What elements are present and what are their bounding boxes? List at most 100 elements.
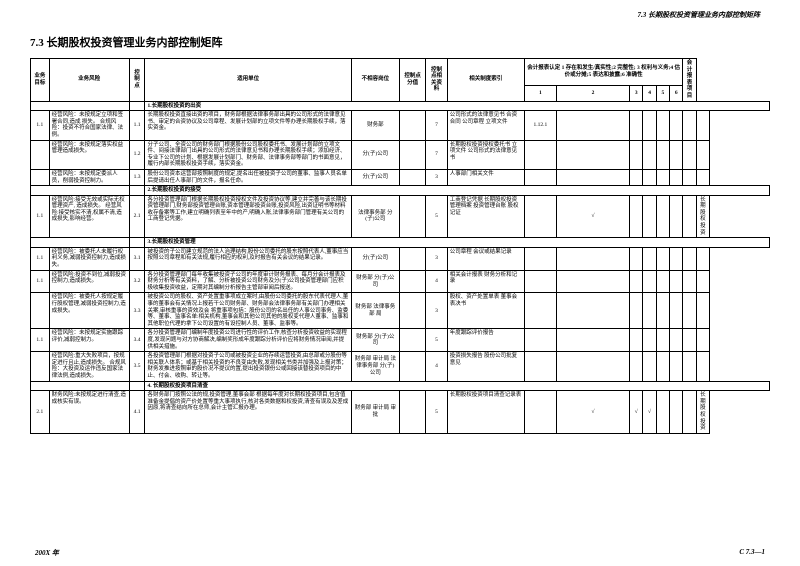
cell: [524, 352, 556, 381]
cell: [524, 247, 556, 270]
cell: [656, 169, 669, 185]
cell: 1.12.1: [524, 111, 556, 140]
col-a6: 6: [670, 85, 683, 101]
cell: 3: [426, 247, 447, 270]
cell: [683, 140, 696, 169]
cell: [630, 140, 643, 169]
cell: [696, 329, 709, 352]
cell: [556, 352, 629, 381]
cell: 经营风险：被委托人未履行权利义务,减弱投资控制力,造成损失。: [49, 247, 129, 270]
cell: 人事部门相关文件: [447, 169, 524, 185]
cell: 经营风险：未按规定委派人员，削弱投资控制力。: [49, 169, 129, 185]
cell: [656, 293, 669, 329]
cell: [683, 111, 696, 140]
cell: 各分投资管理部门根据长期股权投资授权文件及投资协议等,建立并完善与该长期投资管理…: [145, 195, 351, 238]
cell: 4: [426, 352, 447, 381]
cell: [630, 111, 643, 140]
footer-left: 200X 年: [35, 548, 59, 558]
cell: [656, 195, 669, 238]
cell: [696, 140, 709, 169]
table-body: 1.长期股权投资的出资1.1经营风险：未按规定立项和签署合同,造成 损失。 合规…: [31, 101, 770, 433]
col-a1: 1: [524, 85, 556, 101]
cell: [643, 247, 656, 270]
cell: [556, 111, 629, 140]
cell: [630, 195, 643, 238]
cell: 经营风险:重大失败项目，按规定进行且止,造成损失。 合规风险：大投资及运作违反国…: [49, 352, 129, 381]
cell: 股权、资产处置单表 董事会表决书: [447, 293, 524, 329]
cell: [683, 352, 696, 381]
col-a3: 3: [630, 85, 643, 101]
col-a5: 5: [656, 85, 669, 101]
cell: 7: [426, 111, 447, 140]
cell: [643, 195, 656, 238]
cell: [630, 169, 643, 185]
cell: [31, 186, 130, 196]
cell: [656, 111, 669, 140]
col-biz-risk: 业务风险: [49, 59, 129, 102]
col-score: 控制点分值: [399, 59, 426, 102]
cell: 经营风险:投资不到位,减弱投资控制力,造成损失。: [49, 270, 129, 293]
table-header: 业务目标业务风险 控制点 适用单位 不相容岗位 控制点分值 控制点相关资料 相关…: [31, 59, 770, 102]
cell: [31, 140, 50, 169]
cell: [670, 270, 683, 293]
cell: [556, 247, 629, 270]
cell: [643, 293, 656, 329]
cell: [683, 270, 696, 293]
cell: 财务部 分(子)公司: [351, 329, 399, 352]
page-header-right: 7.3 长期股权投资管理业务内部控制矩阵: [638, 10, 761, 20]
cell: [656, 329, 669, 352]
cell: 财务部 审计局 法律事务部 分(子)公司: [351, 352, 399, 381]
cell: 2.长期股权投资的接受: [145, 186, 770, 196]
cell: 财务部 分(子)公司: [351, 270, 399, 293]
cell: 5: [426, 329, 447, 352]
cell: [696, 293, 709, 329]
cell: [656, 352, 669, 381]
cell: [643, 140, 656, 169]
cell: [556, 169, 629, 185]
cell: 投资损失报告 股份公司批复意见: [447, 352, 524, 381]
cell: 1.1: [31, 195, 50, 238]
cell: [556, 293, 629, 329]
cell: 3.3: [129, 293, 145, 329]
cell: 4. 长期股权投资项目清查: [145, 381, 770, 391]
cell: 经营风险：被委托人按规定履行股权管理,减弱投资控制力,造成损失。: [49, 293, 129, 329]
cell: [683, 195, 696, 238]
col-unit: 适用单位: [145, 59, 351, 102]
cell: 经营风险：未按规定立项和签署合同,造成 损失。 合规风险：投资不符合国家法律、法…: [49, 111, 129, 140]
cell: 分(子)公司: [351, 169, 399, 185]
cell: √: [556, 391, 629, 434]
cell: [670, 111, 683, 140]
cell: 经营风险：未按规定落实权益管理造成损失。: [49, 140, 129, 169]
cell: [630, 293, 643, 329]
cell: 1.1: [129, 111, 145, 140]
cell: 5: [426, 391, 447, 434]
cell: [399, 329, 426, 352]
cell: [683, 169, 696, 185]
cell: [129, 186, 145, 196]
cell: 分子公司、全资公司的财务部门根据股份公司股权委托书、发展计划部的立项文件、间接法…: [145, 140, 351, 169]
cell: 公司章程 会议或结果记录: [447, 247, 524, 270]
cell: [524, 391, 556, 434]
cell: [643, 352, 656, 381]
cell: 分(子)公司: [351, 247, 399, 270]
cell: [696, 352, 709, 381]
cell: 1.1: [31, 111, 50, 140]
cell: 相关会计报表 财务分析和记录: [447, 270, 524, 293]
cell: 经营风险:接受无效或实际无权管理资产, 造成损失。 经营风险:接受核实不清,权属…: [49, 195, 129, 238]
cell: [31, 169, 50, 185]
cell: [696, 111, 709, 140]
cell: 工商登记凭据 长期股权投资管理档案 投资管理台账 股权记证: [447, 195, 524, 238]
cell: 2.1: [129, 195, 145, 238]
cell: [129, 101, 145, 111]
cell: 财务风险:未按规定进行清查,造成核实有误。: [49, 391, 129, 434]
cell: [31, 101, 130, 111]
cell: [630, 329, 643, 352]
cell: 各分投资管理部门每年收集被投资子公司的年度审计财务报表、每月分会计报表及财务分析…: [145, 270, 351, 293]
cell: [696, 247, 709, 270]
cell: [670, 329, 683, 352]
cell: 3.4: [129, 329, 145, 352]
cell: 1.长期股权投资的出资: [145, 101, 770, 111]
cell: [630, 270, 643, 293]
cell: [683, 391, 696, 434]
cell: [696, 169, 709, 185]
